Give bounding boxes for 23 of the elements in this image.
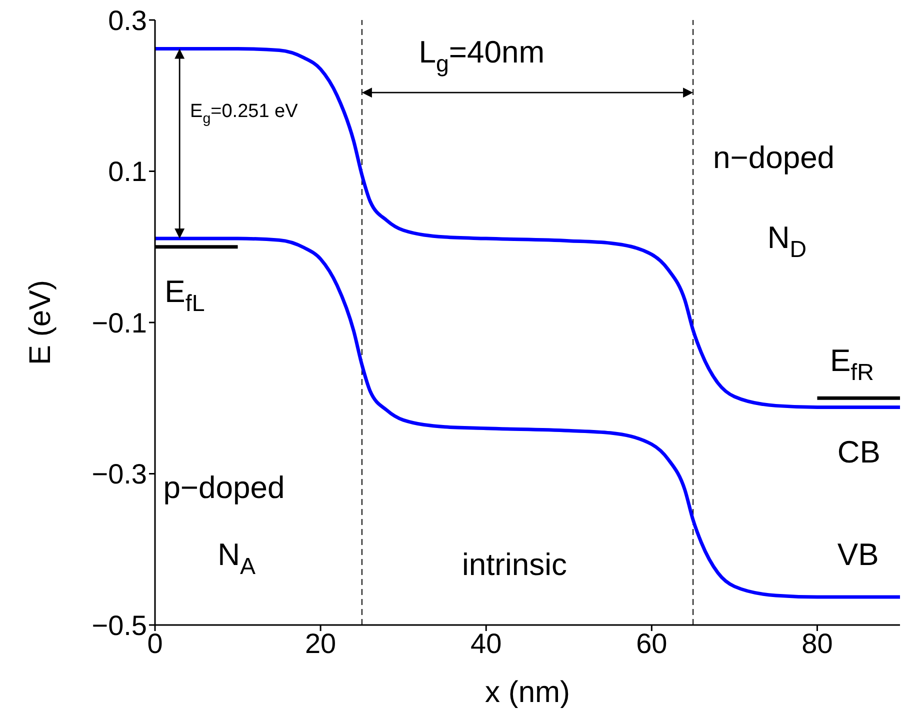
y-tick-label: −0.5 [92, 610, 147, 641]
annotation: CB [837, 434, 880, 470]
annotation: intrinsic [462, 546, 568, 582]
x-tick-label: 80 [802, 628, 833, 659]
annotation: p−doped [163, 470, 285, 505]
y-axis-title: E (eV) [24, 280, 57, 366]
annotation: L$_{g}$=40nm [418, 34, 545, 77]
annotation: n−doped [713, 140, 835, 176]
annotation: E$_{fL}$ [164, 274, 205, 316]
annotation: N$_{A}$ [218, 537, 256, 580]
y-tick-label: 0.3 [108, 4, 147, 36]
y-tick-label: −0.1 [92, 307, 147, 338]
y-tick-label: −0.3 [92, 458, 147, 490]
y-tick-label: 0.1 [108, 156, 147, 188]
annotation: E$_{g}$=0.251 eV [190, 100, 298, 126]
x-tick-label: 60 [636, 628, 668, 659]
annotation: VB [837, 537, 879, 572]
annotation: N$_{D}$ [767, 220, 807, 262]
x-axis-title: x (nm) [485, 676, 570, 709]
x-tick-label: 40 [470, 628, 502, 659]
x-tick-label: 0 [147, 628, 163, 659]
x-tick-label: 20 [304, 628, 336, 659]
annotation: E$_{fR}$ [830, 342, 874, 386]
